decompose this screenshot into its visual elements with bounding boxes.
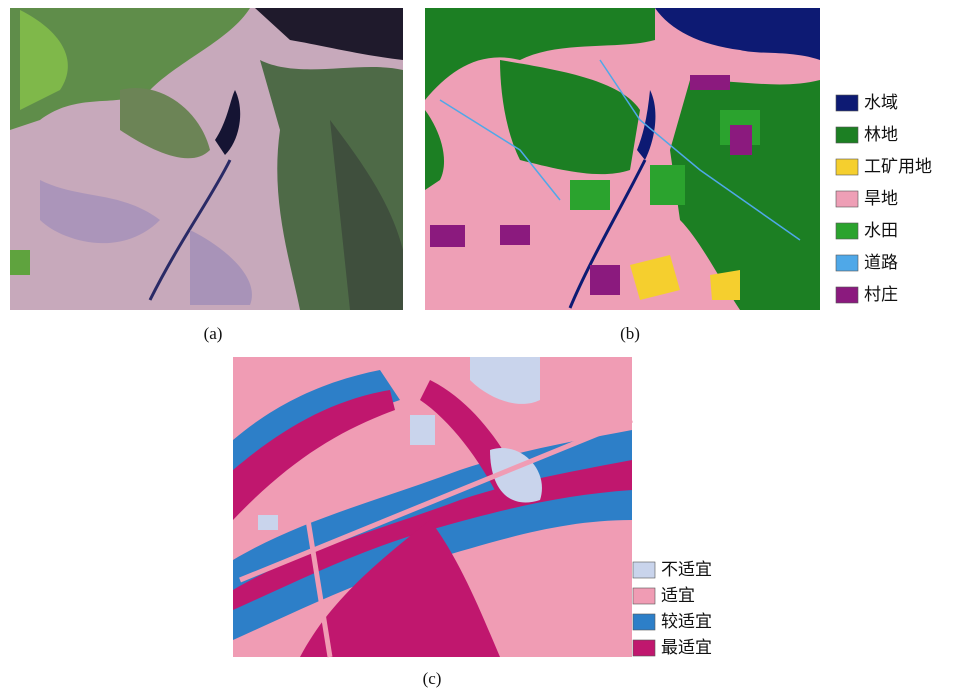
legend-label: 不适宜	[661, 560, 712, 579]
caption: (c)	[423, 669, 442, 688]
legend-label: 较适宜	[661, 612, 712, 631]
legend-label: 水域	[864, 93, 898, 112]
legend-swatch	[836, 287, 858, 303]
legend-swatch	[836, 223, 858, 239]
legend-swatch	[633, 640, 655, 656]
legend-swatch	[836, 159, 858, 175]
suitability-map	[233, 357, 632, 657]
legend-swatch	[836, 95, 858, 111]
legend-label: 适宜	[661, 586, 695, 605]
landuse-map	[425, 8, 820, 310]
legend-label: 旱地	[864, 189, 898, 208]
legend-label: 水田	[864, 221, 898, 240]
caption: (a)	[204, 324, 223, 343]
caption: (b)	[620, 324, 640, 343]
legend-swatch	[836, 255, 858, 271]
legend-label: 工矿用地	[864, 157, 932, 176]
legend-label: 最适宜	[661, 638, 712, 657]
legend-swatch	[836, 191, 858, 207]
figure: (a) (b) 水域林地工矿用地旱地水田道路村庄	[0, 0, 960, 690]
legend-swatch	[633, 588, 655, 604]
satellite-map	[10, 8, 403, 310]
legend-swatch	[633, 614, 655, 630]
legend-swatch	[836, 127, 858, 143]
legend-label: 村庄	[864, 285, 898, 304]
legend-swatch	[633, 562, 655, 578]
legend-label: 林地	[864, 125, 898, 144]
legend-label: 道路	[864, 253, 898, 272]
